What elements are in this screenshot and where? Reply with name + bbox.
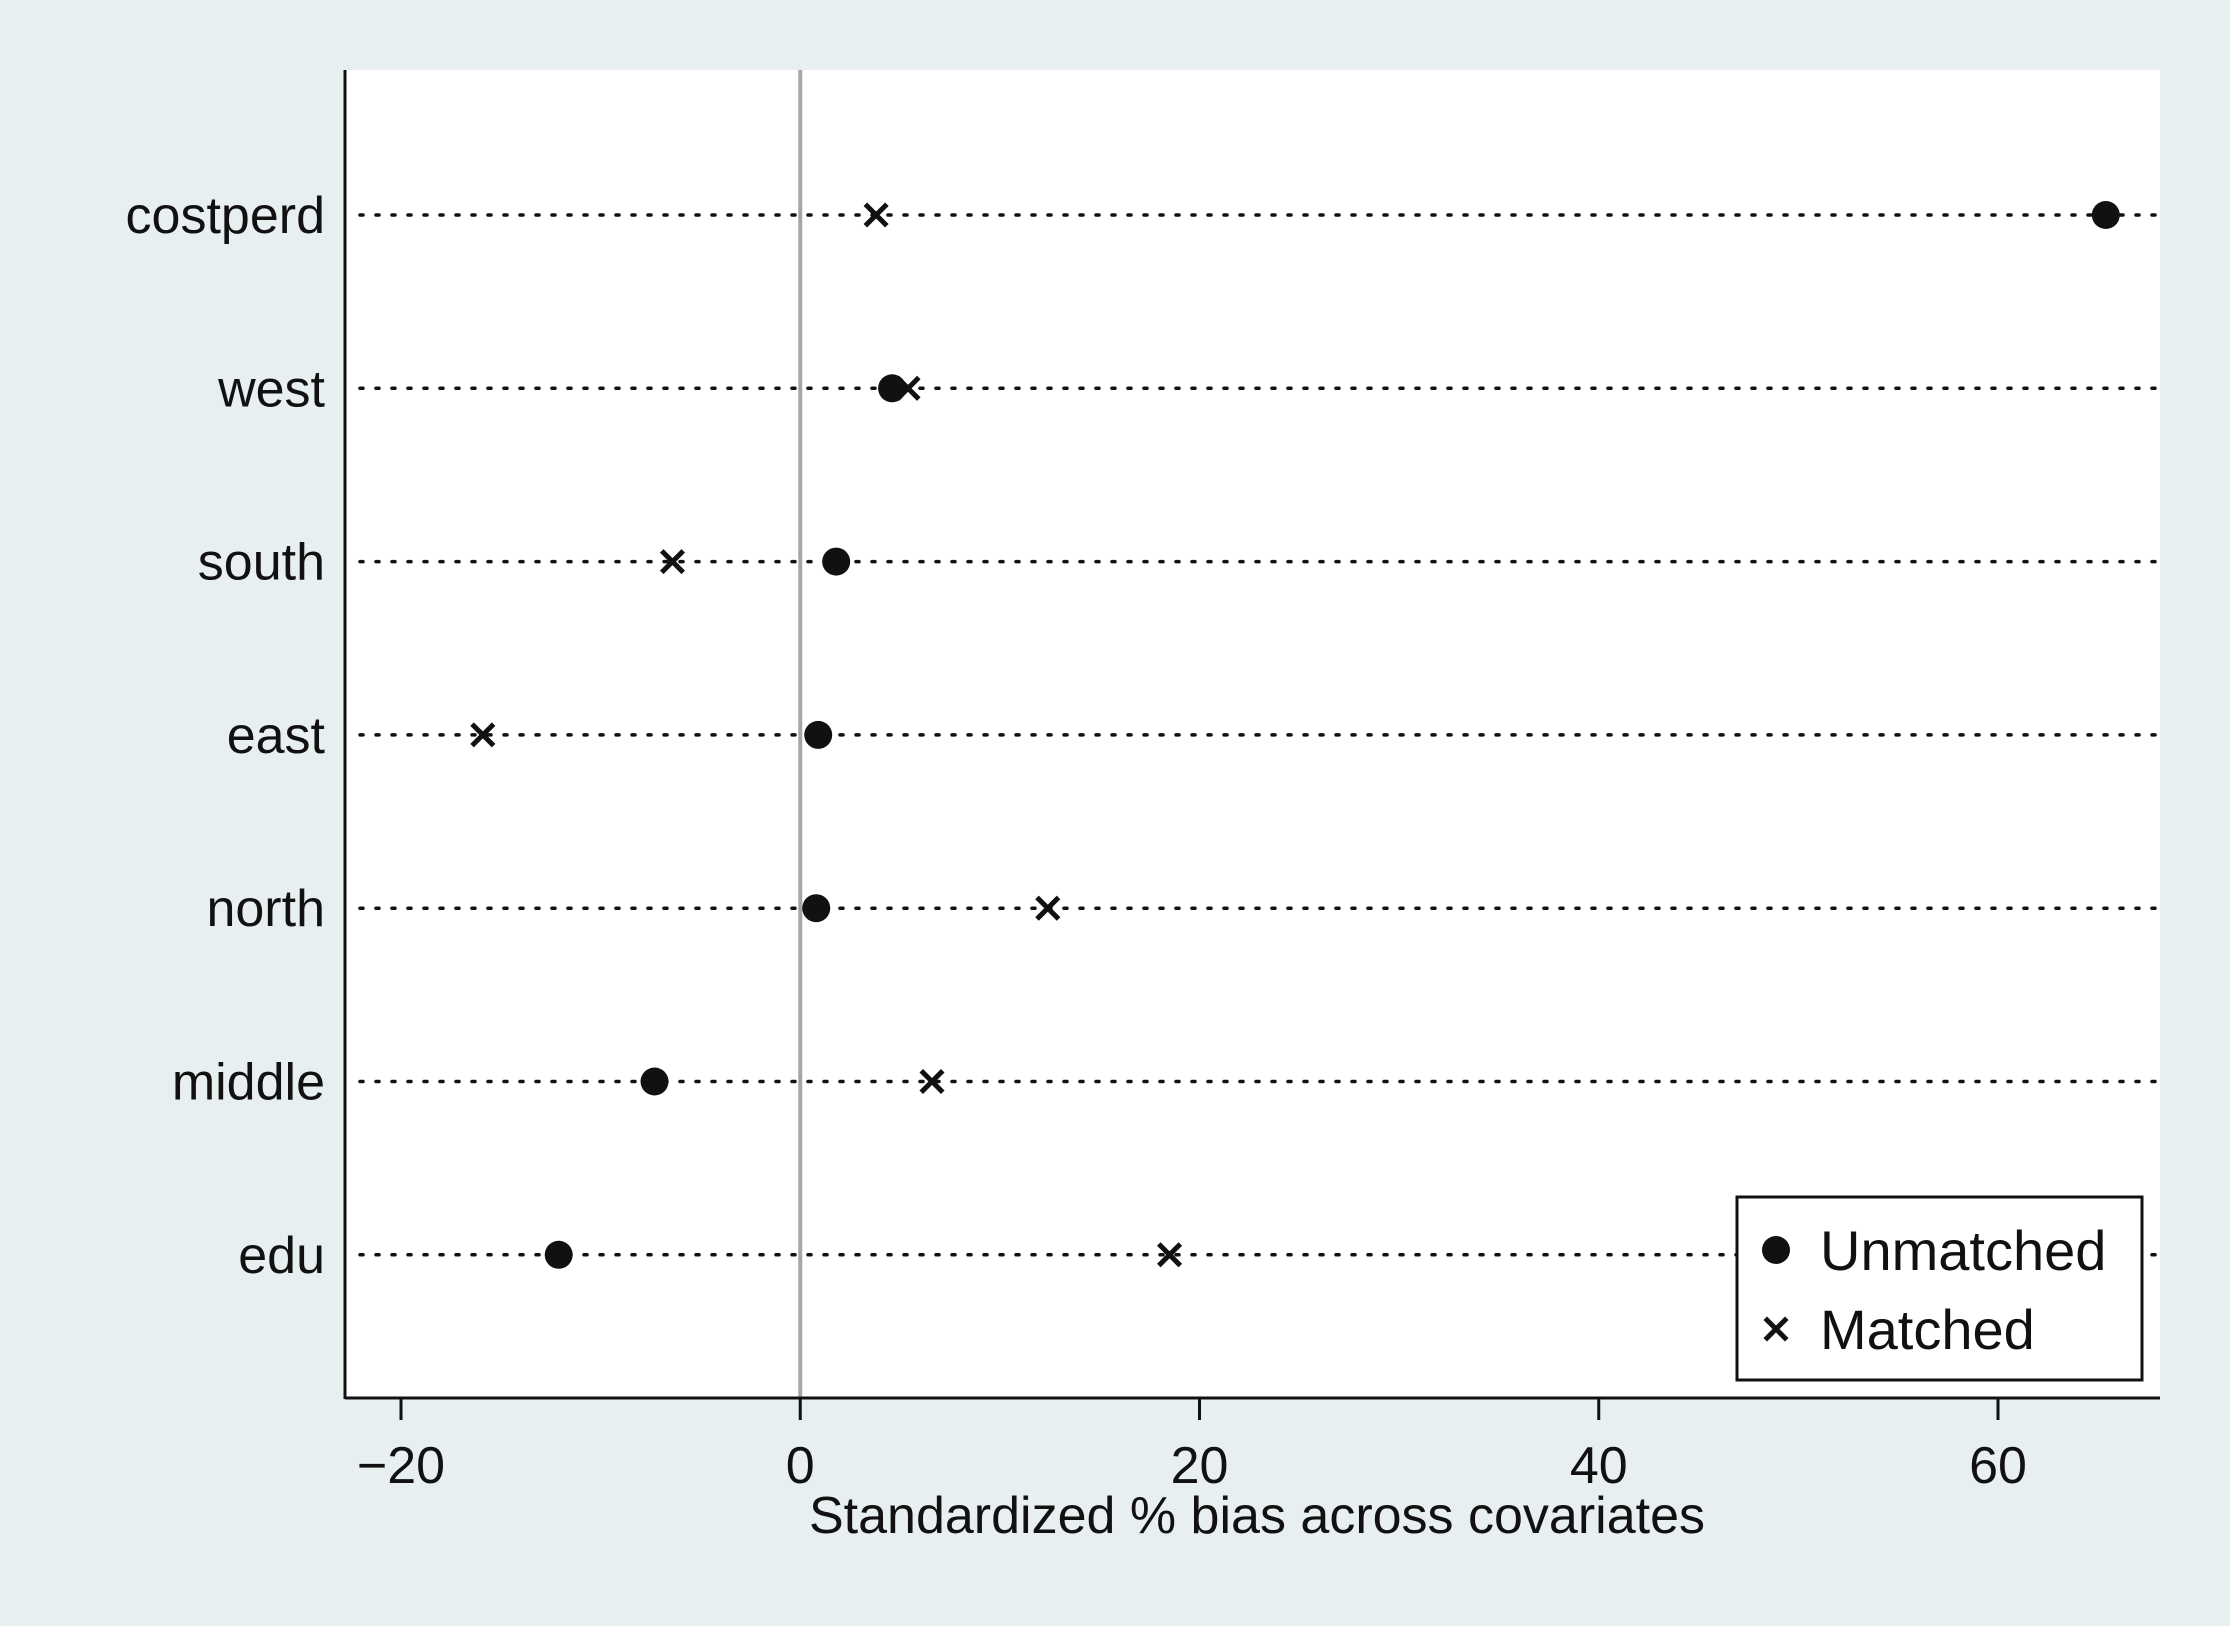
matched-point-west [895,375,921,401]
y-tick-label-south: south [198,534,325,592]
x-tick-label: −20 [357,1437,445,1495]
legend: Unmatched Matched [1735,1195,2144,1382]
unmatched-point-costperd [2091,201,2120,229]
legend-label-matched: Matched [1820,1298,2035,1361]
y-tick-label-costperd: costperd [126,187,325,245]
x-tick-label: 60 [1969,1437,2027,1495]
legend-label-unmatched: Unmatched [1820,1219,2106,1282]
y-tick-label-west: west [217,360,325,418]
unmatched-point-edu [544,1240,573,1269]
y-tick-label-north: north [206,880,325,938]
x-tick-label: 20 [1171,1437,1229,1495]
unmatched-point-middle [640,1067,669,1096]
legend-matched-marker [1763,1316,1789,1342]
y-axis-labels: costperd west south east north middle edu [126,187,326,1285]
matched-point-south [659,549,686,575]
unmatched-point-north [802,894,831,923]
data-markers [470,201,2120,1269]
x-axis-ticks: −20 0 20 40 60 [357,1398,2027,1495]
unmatched-point-east [804,720,833,749]
matched-point-costperd [863,202,889,228]
matched-point-east [470,722,496,748]
legend-items: Unmatched Matched [1762,1219,2106,1361]
legend-unmatched-marker [1762,1236,1790,1264]
matched-point-middle [919,1068,945,1095]
matched-point-north [1035,895,1061,921]
x-tick-label: 40 [1570,1437,1628,1495]
y-tick-label-middle: middle [172,1054,325,1112]
legend-box [1735,1195,2144,1382]
unmatched-point-south [822,547,851,576]
matched-point-edu [1157,1242,1183,1268]
x-axis-title: Standardized % bias across covariates [809,1487,1705,1545]
y-tick-label-edu: edu [238,1227,325,1285]
x-tick-label: 0 [786,1437,815,1495]
y-tick-label-east: east [227,707,326,765]
unmatched-point-west [878,374,907,403]
